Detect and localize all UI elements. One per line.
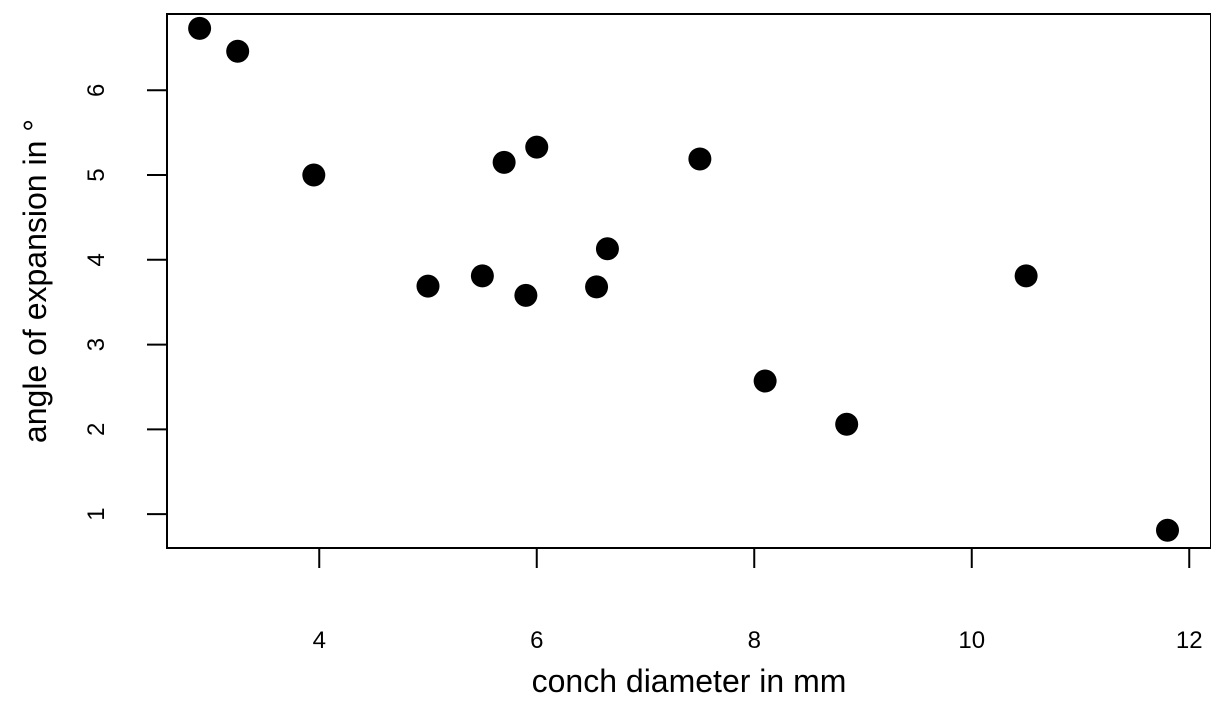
data-point	[514, 283, 538, 307]
data-point	[416, 274, 440, 298]
data-point	[1156, 518, 1179, 542]
data-point	[492, 150, 516, 174]
x-tick-label: 10	[958, 627, 985, 654]
x-axis-title: conch diameter in mm	[532, 663, 847, 699]
data-point	[835, 412, 859, 436]
data-point	[188, 16, 212, 40]
x-tick-label: 12	[1176, 627, 1203, 654]
y-tick-label: 2	[83, 423, 110, 436]
data-point	[1014, 264, 1038, 288]
y-tick-label: 1	[83, 507, 110, 520]
y-tick-label: 5	[83, 168, 110, 181]
x-tick-label: 4	[313, 627, 326, 654]
data-point	[753, 369, 777, 393]
data-point	[226, 39, 250, 63]
y-tick-label: 6	[83, 84, 110, 97]
data-point	[585, 275, 609, 299]
x-tick-label: 8	[748, 627, 761, 654]
data-point	[595, 237, 619, 261]
y-axis-title: angle of expansion in °	[17, 119, 53, 443]
y-axis: 1 2 3 4 5 6	[83, 84, 167, 521]
y-tick-label: 3	[83, 338, 110, 351]
data-points	[188, 16, 1179, 542]
data-point	[688, 147, 712, 171]
data-point	[525, 135, 549, 159]
y-tick-label: 4	[83, 253, 110, 266]
data-point	[302, 163, 326, 187]
x-tick-label: 6	[530, 627, 543, 654]
plot-frame	[166, 13, 1211, 549]
data-point	[470, 264, 494, 288]
x-axis: 4 6 8 10 12	[313, 548, 1203, 654]
